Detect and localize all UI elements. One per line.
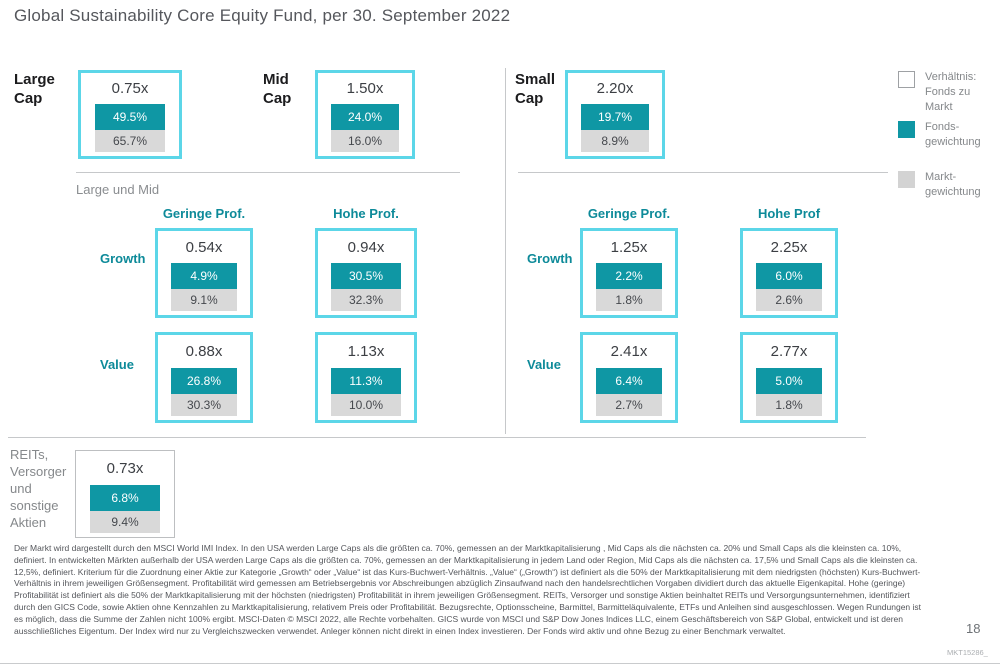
- market-weight-bar: 30.3%: [170, 394, 238, 416]
- left-value-high-prof-box: 1.13x 11.3% 10.0%: [315, 332, 417, 423]
- ratio-value: 2.41x: [610, 343, 648, 360]
- mid-cap-fund-weight-bar: 24.0%: [331, 104, 399, 130]
- disclaimer-line: Profitabilität ist definiert als die 50%…: [14, 590, 910, 601]
- large-cap-ratio-value: 0.75x: [111, 80, 149, 97]
- disclaimer-line: Der Markt wird dargestellt durch den MSC…: [14, 543, 902, 553]
- right-row-label-value: Value: [527, 357, 561, 372]
- large-cap-market-weight-bar: 65.7%: [94, 130, 166, 152]
- disclaimer-line: Verhältnis in ihrem jeweiligen Größenseg…: [14, 578, 906, 589]
- disclaimer-line: durch den GICS Code, sowie Aktien ohne K…: [14, 601, 922, 612]
- ratio-value: 1.25x: [610, 238, 648, 256]
- fund-weight-bar: 30.5%: [331, 263, 401, 289]
- large-cap-fund-weight-bar: 49.5%: [94, 104, 166, 130]
- large-cap-label: Large Cap: [14, 71, 55, 107]
- ratio-value: 0.94x: [347, 238, 385, 256]
- small-cap-market-weight-bar: 8.9%: [581, 130, 649, 152]
- left-section-divider: [76, 172, 460, 173]
- left-growth-low-prof-box: 0.54x 4.9% 9.1%: [155, 228, 253, 318]
- bottom-edge-line: [0, 663, 1000, 664]
- right-growth-low-prof-box: 1.25x 2.2% 1.8%: [580, 228, 678, 318]
- left-col-header-high-prof: Hohe Prof.: [333, 206, 399, 221]
- right-col-header-low-prof: Geringe Prof.: [587, 206, 671, 221]
- fund-weight-bar: 26.8%: [170, 368, 238, 394]
- left-col-header-low-prof: Geringe Prof.: [162, 206, 246, 221]
- right-value-low-prof-box: 2.41x 6.4% 2.7%: [580, 332, 678, 423]
- market-weight-bar: 9.1%: [170, 289, 238, 311]
- ratio-value: 2.77x: [770, 343, 808, 360]
- market-weight-bar: 2.6%: [755, 289, 823, 311]
- right-section-divider: [518, 172, 888, 173]
- ratio-value: 0.88x: [185, 343, 223, 360]
- market-weight-bar: 1.8%: [595, 289, 663, 311]
- fund-weight-bar: 5.0%: [755, 368, 823, 394]
- vertical-section-divider: [505, 68, 506, 434]
- fund-weight-bar: 6.4%: [595, 368, 663, 394]
- disclaimer-line: 12,5%, definiert. Kriterium für die Zuor…: [14, 566, 921, 577]
- reits-fund-weight-bar: 6.8%: [89, 485, 161, 511]
- reits-market-weight-bar: 9.4%: [89, 511, 161, 533]
- small-cap-ratio-value: 2.20x: [596, 80, 634, 97]
- page-number: 18: [966, 621, 981, 636]
- right-col-header-high-prof: Hohe Prof: [757, 206, 821, 221]
- small-cap-ratio-box: 2.20x 19.7% 8.9%: [565, 70, 665, 159]
- large-mid-section-label: Large und Mid: [76, 182, 160, 197]
- disclaimer-line: es möglich, dass die Summe der Zahlen ni…: [14, 613, 903, 624]
- ratio-value: 1.13x: [347, 343, 385, 360]
- fund-weight-bar: 4.9%: [170, 263, 238, 289]
- legend-ratio-swatch: [898, 71, 915, 88]
- legend-fund-label: Fonds- gewichtung: [925, 121, 981, 148]
- reits-section-divider: [8, 437, 866, 438]
- left-row-label-growth: Growth: [100, 251, 146, 266]
- left-value-low-prof-box: 0.88x 26.8% 30.3%: [155, 332, 253, 423]
- legend-market-swatch: [898, 171, 915, 188]
- small-cap-fund-weight-bar: 19.7%: [581, 104, 649, 130]
- reits-ratio-value: 0.73x: [106, 459, 144, 477]
- market-weight-bar: 32.3%: [331, 289, 401, 311]
- right-row-label-growth: Growth: [527, 251, 573, 266]
- market-weight-bar: 2.7%: [595, 394, 663, 416]
- legend-ratio-label: Verhältnis: Fonds zu Markt: [925, 71, 977, 113]
- market-weight-bar: 1.8%: [755, 394, 823, 416]
- left-growth-high-prof-box: 0.94x 30.5% 32.3%: [315, 228, 417, 318]
- mid-cap-ratio-value: 1.50x: [346, 80, 384, 97]
- ratio-value: 2.25x: [770, 238, 808, 256]
- disclaimer-text: Der Markt wird dargestellt durch den MSC…: [14, 543, 962, 637]
- right-growth-high-prof-box: 2.25x 6.0% 2.6%: [740, 228, 838, 318]
- fund-weight-bar: 2.2%: [595, 263, 663, 289]
- ratio-value: 0.54x: [185, 238, 223, 256]
- mid-cap-market-weight-bar: 16.0%: [331, 130, 399, 152]
- document-code: MKT15286_: [947, 648, 988, 657]
- small-cap-label: Small Cap: [515, 71, 556, 107]
- legend-market-label: Markt- gewichtung: [925, 171, 981, 198]
- mid-cap-label: Mid Cap: [263, 71, 292, 107]
- reits-label: REITs, Versorger und sonstige Aktien: [10, 447, 67, 530]
- legend-fund-swatch: [898, 121, 915, 138]
- large-cap-ratio-box: 0.75x 49.5% 65.7%: [78, 70, 182, 159]
- right-value-high-prof-box: 2.77x 5.0% 1.8%: [740, 332, 838, 423]
- disclaimer-line: definiert. In entwickelten Märkten außer…: [14, 554, 918, 565]
- fund-weight-bar: 11.3%: [331, 368, 401, 394]
- mid-cap-ratio-box: 1.50x 24.0% 16.0%: [315, 70, 415, 159]
- market-weight-bar: 10.0%: [331, 394, 401, 416]
- reits-ratio-box: 0.73x 6.8% 9.4%: [75, 450, 175, 538]
- page-title: Global Sustainability Core Equity Fund, …: [14, 6, 511, 25]
- left-row-label-value: Value: [100, 357, 134, 372]
- disclaimer-line: ausschließliches Eigentum. Der Index wir…: [14, 625, 786, 636]
- fund-weight-bar: 6.0%: [755, 263, 823, 289]
